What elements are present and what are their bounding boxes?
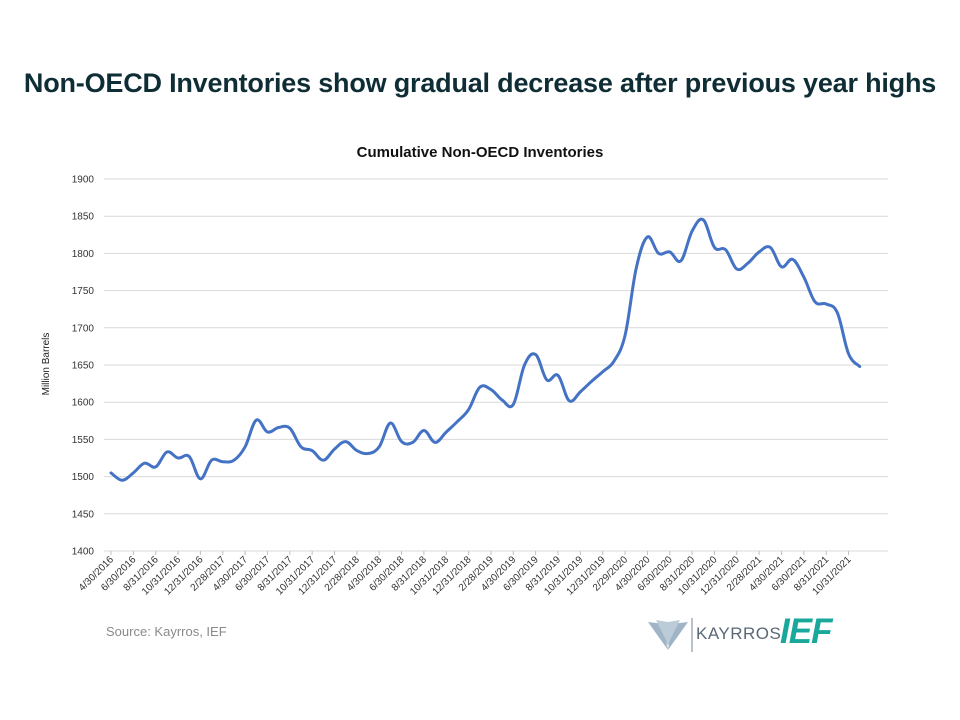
chart-title: Cumulative Non-OECD Inventories <box>356 144 604 161</box>
x-axis-ticks: 4/30/20166/30/20168/31/201610/31/201612/… <box>77 551 854 598</box>
page-title: Non-OECD Inventories show gradual decrea… <box>23 68 937 98</box>
kayrros-logo-text: KAYRROS <box>696 624 782 643</box>
y-tick-label: 1800 <box>72 249 95 260</box>
kayrros-wings-icon <box>648 618 693 652</box>
y-tick-label: 1650 <box>72 361 95 372</box>
y-axis-ticks: 1400 1450 1500 1550 1600 1650 1700 1750 1800 1850… <box>72 175 95 558</box>
y-tick-label: 1900 <box>72 175 95 186</box>
y-tick-label: 1500 <box>72 472 95 483</box>
source-note: Source: Kayrros, IEF <box>106 624 227 639</box>
y-axis-label: Million Barrels <box>41 333 52 396</box>
y-tick-label: 1450 <box>72 509 95 520</box>
y-tick-label: 1750 <box>72 286 95 297</box>
ief-logo: IEF <box>780 612 832 651</box>
series-line-non-oecd-inventories <box>109 217 862 482</box>
y-tick-label: 1400 <box>72 547 95 558</box>
gridlines <box>104 178 888 552</box>
y-tick-label: 1550 <box>72 435 95 446</box>
y-tick-label: 1700 <box>72 323 95 334</box>
y-tick-label: 1600 <box>72 398 95 409</box>
y-tick-label: 1850 <box>72 212 95 223</box>
